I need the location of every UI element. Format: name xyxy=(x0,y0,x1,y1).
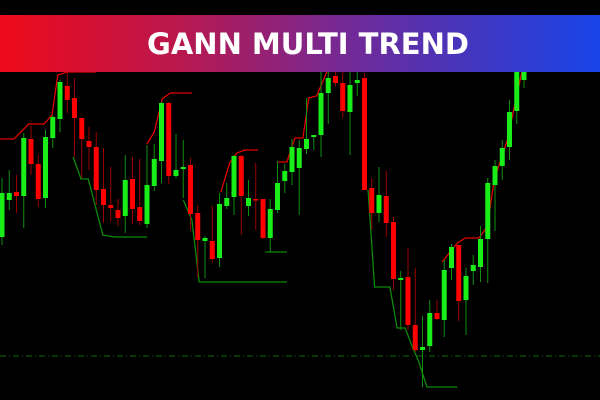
bull-candle-body xyxy=(449,247,454,268)
bull-candle-body xyxy=(376,195,382,213)
bull-candle-body xyxy=(420,347,425,350)
bull-candle-body xyxy=(50,117,56,138)
bear-candle-body xyxy=(391,222,396,279)
bear-candle-body xyxy=(137,207,143,221)
bull-candle-body xyxy=(202,238,208,241)
bull-candle-body xyxy=(267,209,273,238)
bull-candle-body xyxy=(122,180,128,216)
bull-candle-body xyxy=(275,183,280,210)
bear-candle-body xyxy=(260,199,266,238)
lower-trend-line xyxy=(182,199,287,283)
bull-candle-body xyxy=(304,139,309,149)
bull-candle-body xyxy=(347,85,353,112)
bull-candle-body xyxy=(0,193,5,237)
bear-candle-body xyxy=(130,179,135,209)
bull-candle-body xyxy=(514,72,520,111)
bull-candle-body xyxy=(6,193,12,200)
bear-candle-body xyxy=(14,192,19,196)
bull-candle-body xyxy=(325,78,331,93)
bull-candle-body xyxy=(507,112,512,147)
bear-candle-body xyxy=(115,210,121,218)
bull-candle-body xyxy=(470,265,476,271)
bull-candle-body xyxy=(318,93,324,135)
bear-candle-body xyxy=(101,189,106,205)
bear-candle-body xyxy=(238,156,244,196)
bear-candle-body xyxy=(35,164,41,199)
bull-candle-body xyxy=(144,185,150,224)
bear-candle-body xyxy=(79,118,85,139)
bear-candle-body xyxy=(108,205,114,208)
bull-candle-body xyxy=(246,198,251,206)
bull-candle-body xyxy=(57,82,63,119)
upper-trend-line xyxy=(441,71,523,263)
bear-candle-body xyxy=(72,98,77,118)
bull-candle-body xyxy=(521,72,527,80)
bull-candle-body xyxy=(151,159,157,186)
bear-candle-body xyxy=(405,277,411,325)
bear-candle-body xyxy=(383,196,389,223)
bear-candle-body xyxy=(369,188,375,213)
upper-trend-line xyxy=(0,71,97,140)
bear-candle-body xyxy=(195,213,201,240)
bull-candle-body xyxy=(296,148,302,168)
bear-candle-body xyxy=(253,199,259,201)
bull-candle-body xyxy=(173,170,179,176)
lower-trend-line xyxy=(72,156,147,238)
bull-candle-body xyxy=(398,278,404,280)
bull-candle-body xyxy=(289,147,295,172)
bull-candle-body xyxy=(492,166,498,185)
bull-candle-body xyxy=(354,80,360,83)
bear-candle-body xyxy=(188,165,193,214)
bull-candle-body xyxy=(159,103,164,161)
bull-candle-body xyxy=(43,137,48,198)
bull-candle-body xyxy=(217,204,222,258)
bull-candle-body xyxy=(485,183,491,239)
bear-candle-body xyxy=(412,325,418,350)
upper-trend-line xyxy=(146,92,192,145)
bull-candle-body xyxy=(180,167,186,169)
upper-trend-line xyxy=(220,149,258,193)
bull-candle-body xyxy=(282,171,288,181)
bear-candle-body xyxy=(209,241,215,259)
bear-candle-body xyxy=(333,76,338,83)
bear-candle-body xyxy=(434,313,440,319)
bull-candle-body xyxy=(224,198,230,206)
bear-candle-body xyxy=(28,139,34,164)
bull-candle-body xyxy=(441,270,447,320)
upper-trend-line xyxy=(278,71,328,163)
bull-candle-body xyxy=(21,138,27,196)
bull-candle-body xyxy=(231,156,237,197)
title-banner: GANN MULTI TREND xyxy=(0,15,600,72)
lower-trend-line xyxy=(367,189,458,388)
bear-candle-body xyxy=(340,83,346,111)
bull-candle-body xyxy=(463,276,469,300)
bull-candle-body xyxy=(499,148,505,166)
bear-candle-body xyxy=(362,78,367,190)
bull-candle-body xyxy=(478,239,483,267)
banner-title: GANN MULTI TREND xyxy=(147,26,469,61)
bear-candle-body xyxy=(166,103,172,176)
bear-candle-body xyxy=(93,147,99,190)
bear-candle-body xyxy=(456,245,462,301)
bull-candle-body xyxy=(311,135,317,137)
bear-candle-body xyxy=(64,86,70,100)
bear-candle-body xyxy=(86,141,92,147)
bull-candle-body xyxy=(427,313,433,346)
